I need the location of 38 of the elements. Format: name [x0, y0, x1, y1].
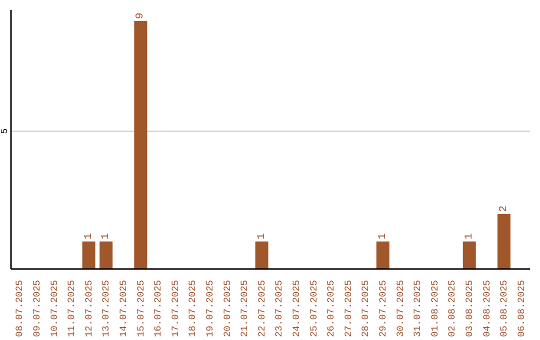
- x-tick-label: 02.08.2025: [446, 280, 458, 338]
- x-tick-label: 10.07.2025: [48, 280, 60, 338]
- data-label: 9: [134, 12, 147, 20]
- x-tick-label: 05.08.2025: [498, 280, 510, 338]
- x-tick-label: 15.07.2025: [135, 280, 146, 338]
- x-tick-label: 23.07.2025: [274, 280, 285, 338]
- x-tick-label: 17.07.2025: [170, 280, 181, 338]
- x-tick-label: 14.07.2025: [118, 280, 129, 338]
- x-tick-label: 08.07.2025: [14, 280, 26, 338]
- x-tick-label: 24.07.2025: [290, 280, 302, 338]
- x-tick-label: 19.07.2025: [204, 280, 216, 338]
- x-tick-label: 21.07.2025: [239, 280, 250, 338]
- x-tick-label: 29.07.2025: [377, 280, 388, 338]
- x-tick-label: 12.07.2025: [83, 280, 94, 338]
- y-tick-label: 5: [0, 128, 10, 134]
- x-tick-label: 18.07.2025: [187, 280, 198, 338]
- x-tick-label: 06.08.2025: [516, 280, 527, 338]
- x-tick-label: 25.07.2025: [308, 280, 320, 338]
- x-tick-label: 13.07.2025: [100, 280, 112, 338]
- data-label: 1: [256, 233, 268, 240]
- data-label: 1: [82, 233, 95, 240]
- x-tick-label: 30.07.2025: [394, 280, 406, 338]
- x-tick-label: 16.07.2025: [152, 280, 164, 338]
- data-label: 2: [498, 206, 510, 212]
- x-tick-label: 09.07.2025: [31, 280, 42, 338]
- x-tick-label: 11.07.2025: [66, 280, 78, 338]
- data-label: 1: [463, 233, 476, 240]
- data-label: 1: [376, 233, 389, 240]
- x-tick-label: 28.07.2025: [360, 280, 372, 338]
- x-tick-label: 27.07.2025: [342, 280, 354, 338]
- x-tick-label: 03.08.2025: [464, 280, 475, 338]
- x-tick-label: 22.07.2025: [256, 280, 268, 338]
- data-label: 1: [100, 233, 112, 240]
- x-tick-label: 26.07.2025: [326, 280, 337, 338]
- x-tick-label: 20.07.2025: [222, 280, 233, 338]
- x-tick-label: 31.07.2025: [412, 280, 424, 338]
- x-tick-label: 04.08.2025: [481, 280, 492, 338]
- x-tick-label: 01.08.2025: [429, 280, 440, 338]
